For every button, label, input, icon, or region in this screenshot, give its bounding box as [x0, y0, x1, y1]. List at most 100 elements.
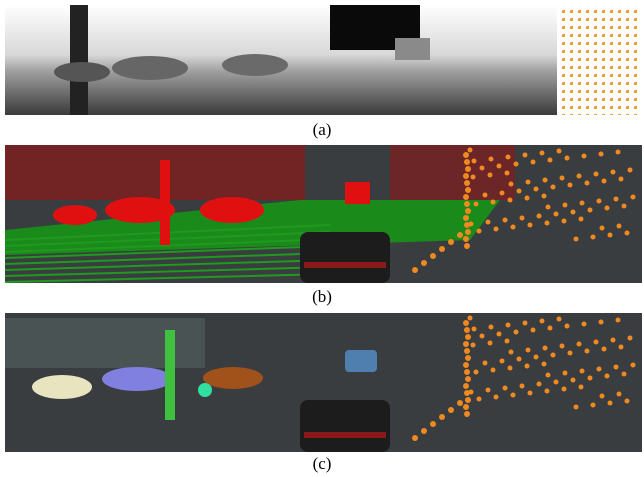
point [578, 58, 581, 61]
point [610, 26, 613, 29]
point [610, 66, 613, 69]
point [618, 18, 621, 21]
point [597, 367, 602, 372]
car [112, 56, 188, 80]
point [472, 159, 477, 164]
point [439, 414, 445, 420]
point [537, 382, 542, 387]
point [562, 58, 565, 61]
point [520, 216, 525, 221]
point [602, 179, 607, 184]
point [586, 66, 589, 69]
pole [165, 330, 175, 420]
point [551, 353, 556, 358]
point [464, 369, 470, 375]
point [517, 357, 522, 362]
point [464, 222, 470, 228]
point [570, 34, 573, 37]
point [511, 225, 516, 230]
point [585, 181, 590, 186]
point [586, 50, 589, 53]
point [618, 82, 621, 85]
point [618, 74, 621, 77]
point [602, 90, 605, 93]
car [54, 62, 110, 82]
point [586, 42, 589, 45]
point [463, 194, 469, 200]
point [618, 26, 621, 29]
point [626, 58, 629, 61]
point [511, 393, 516, 398]
point [610, 114, 613, 117]
car [203, 367, 263, 389]
point [608, 233, 613, 238]
point [634, 18, 637, 21]
point [622, 372, 627, 377]
point [628, 168, 633, 173]
car [102, 367, 172, 391]
point [634, 58, 637, 61]
point [626, 34, 629, 37]
point [545, 221, 550, 226]
point [634, 106, 637, 109]
point [634, 34, 637, 37]
panel-c [5, 313, 642, 452]
point [565, 156, 570, 161]
point [586, 98, 589, 101]
van [395, 38, 430, 60]
point [557, 317, 562, 322]
point [430, 253, 436, 259]
point [570, 18, 573, 21]
point [505, 339, 510, 344]
point [509, 350, 514, 355]
point [534, 187, 539, 192]
point [570, 42, 573, 45]
point [594, 106, 597, 109]
point [562, 106, 565, 109]
point [506, 155, 511, 160]
point [586, 26, 589, 29]
point [526, 180, 531, 185]
point [508, 366, 513, 371]
point [463, 236, 469, 242]
point [497, 164, 502, 169]
page: (a) (b) (c) (() => { const data = JSON.p… [0, 0, 644, 477]
point [528, 391, 533, 396]
point [464, 411, 470, 417]
point [497, 332, 502, 337]
point [626, 50, 629, 53]
point [602, 98, 605, 101]
point [577, 174, 582, 179]
point [594, 34, 597, 37]
point [580, 201, 585, 206]
point [503, 386, 508, 391]
point [618, 66, 621, 69]
point [488, 173, 493, 178]
point [509, 182, 514, 187]
point [626, 98, 629, 101]
point [610, 10, 613, 13]
point [602, 106, 605, 109]
point [557, 149, 562, 154]
point [602, 66, 605, 69]
point [619, 177, 624, 182]
point [464, 180, 470, 186]
point [634, 90, 637, 93]
point [578, 74, 581, 77]
point [626, 26, 629, 29]
point [491, 200, 496, 205]
point [610, 106, 613, 109]
point [610, 74, 613, 77]
point [483, 361, 488, 366]
point [448, 407, 454, 413]
point [570, 114, 573, 117]
point [562, 90, 565, 93]
point [494, 395, 499, 400]
point [588, 208, 593, 213]
point [602, 18, 605, 21]
point [528, 223, 533, 228]
point [617, 224, 622, 229]
pole [160, 160, 170, 245]
caption: (a) [313, 120, 332, 139]
point [614, 365, 619, 370]
